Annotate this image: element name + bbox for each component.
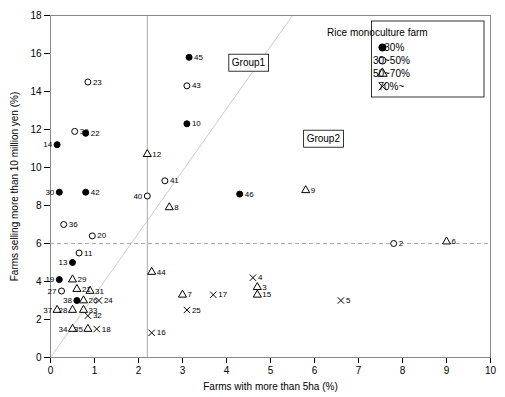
svg-text:6: 6 xyxy=(312,365,318,376)
svg-text:39: 39 xyxy=(80,127,89,136)
svg-text:3: 3 xyxy=(262,282,267,292)
svg-text:34: 34 xyxy=(59,325,68,334)
svg-text:0: 0 xyxy=(36,352,42,363)
svg-text:12: 12 xyxy=(152,150,161,159)
svg-text:2: 2 xyxy=(36,314,42,325)
svg-text:8: 8 xyxy=(36,200,42,211)
svg-text:3: 3 xyxy=(180,365,186,376)
svg-text:Group1: Group1 xyxy=(232,57,266,68)
svg-text:46: 46 xyxy=(245,190,254,199)
svg-text:16: 16 xyxy=(30,48,42,59)
svg-text:30~50%: 30~50% xyxy=(373,55,410,66)
svg-text:18: 18 xyxy=(30,10,42,21)
svg-text:6: 6 xyxy=(452,237,457,246)
svg-text:31: 31 xyxy=(95,287,104,296)
svg-text:41: 41 xyxy=(170,176,179,185)
svg-text:40: 40 xyxy=(133,192,142,201)
svg-text:2: 2 xyxy=(136,365,142,376)
svg-text:20: 20 xyxy=(97,231,106,240)
svg-text:43: 43 xyxy=(192,81,201,90)
svg-text:4: 4 xyxy=(224,365,230,376)
svg-text:4: 4 xyxy=(36,276,42,287)
svg-text:36: 36 xyxy=(69,220,78,229)
svg-text:18: 18 xyxy=(102,325,111,334)
svg-text:19: 19 xyxy=(45,275,54,284)
svg-text:26: 26 xyxy=(89,296,98,305)
svg-text:10: 10 xyxy=(485,365,497,376)
svg-text:12: 12 xyxy=(30,124,42,135)
svg-text:2: 2 xyxy=(399,239,404,248)
svg-text:10: 10 xyxy=(192,119,201,128)
svg-text:Farms selling more than 10 mil: Farms selling more than 10 million yen (… xyxy=(9,92,20,282)
svg-text:4: 4 xyxy=(258,273,263,282)
svg-text:9: 9 xyxy=(311,186,316,195)
svg-text:Farms with more than 5ha (%): Farms with more than 5ha (%) xyxy=(203,381,338,392)
svg-text:1: 1 xyxy=(92,365,98,376)
svg-text:50~70%: 50~70% xyxy=(373,68,410,79)
svg-text:14: 14 xyxy=(30,86,42,97)
svg-text:7: 7 xyxy=(188,290,193,299)
svg-text:45: 45 xyxy=(194,53,203,62)
svg-text:21: 21 xyxy=(82,285,91,294)
svg-text:16: 16 xyxy=(157,328,166,337)
svg-text:28: 28 xyxy=(59,306,68,315)
svg-text:5: 5 xyxy=(268,365,274,376)
svg-text:35: 35 xyxy=(74,325,83,334)
svg-text:22: 22 xyxy=(91,129,100,138)
svg-text:15: 15 xyxy=(262,290,271,299)
svg-text:Group2: Group2 xyxy=(307,133,341,144)
svg-text:38: 38 xyxy=(63,296,72,305)
svg-text:8: 8 xyxy=(174,203,179,212)
svg-text:17: 17 xyxy=(218,290,227,299)
svg-text:6: 6 xyxy=(36,238,42,249)
svg-text:24: 24 xyxy=(104,296,113,305)
svg-text:~30%: ~30% xyxy=(378,42,404,53)
svg-text:14: 14 xyxy=(43,140,52,149)
svg-text:37: 37 xyxy=(43,306,52,315)
svg-text:27: 27 xyxy=(48,287,57,296)
svg-text:9: 9 xyxy=(444,365,450,376)
svg-text:44: 44 xyxy=(157,268,166,277)
svg-text:29: 29 xyxy=(78,275,87,284)
svg-text:8: 8 xyxy=(400,365,406,376)
svg-text:0: 0 xyxy=(48,365,54,376)
svg-text:23: 23 xyxy=(93,78,102,87)
svg-text:5: 5 xyxy=(346,296,351,305)
svg-text:7: 7 xyxy=(356,365,362,376)
svg-text:32: 32 xyxy=(93,311,102,320)
svg-text:33: 33 xyxy=(88,305,98,315)
svg-text:30: 30 xyxy=(45,188,54,197)
svg-text:10: 10 xyxy=(30,162,42,173)
svg-text:11: 11 xyxy=(84,249,93,258)
svg-text:70%~: 70%~ xyxy=(378,81,404,92)
svg-text:13: 13 xyxy=(59,258,68,267)
svg-text:42: 42 xyxy=(91,188,100,197)
svg-text:Rice monoculture farm: Rice monoculture farm xyxy=(327,27,428,38)
svg-text:25: 25 xyxy=(192,306,201,315)
